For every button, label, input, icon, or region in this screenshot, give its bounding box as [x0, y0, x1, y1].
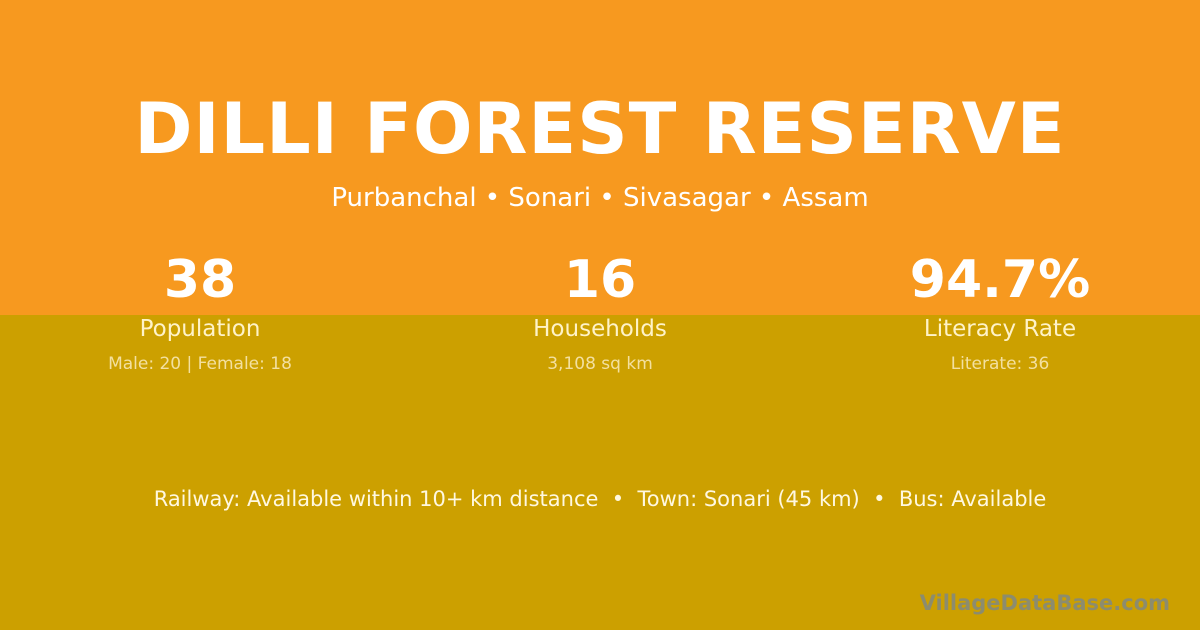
stat-label: Literacy Rate	[923, 316, 1077, 342]
stat-label: Population	[139, 316, 261, 342]
brand-watermark: VillageDataBase.com	[919, 591, 1170, 615]
stat-detail: Literate: 36	[950, 354, 1050, 374]
stat-value: 16	[563, 250, 637, 310]
stat-value: 94.7%	[909, 250, 1091, 310]
header-band	[0, 0, 1200, 315]
footer-band	[0, 315, 1200, 630]
location-breadcrumb: Purbanchal • Sonari • Sivasagar • Assam	[331, 183, 869, 213]
stat-label: Households	[533, 316, 667, 342]
stat-detail: 3,108 sq km	[547, 354, 653, 374]
stat-value: 38	[163, 250, 237, 310]
stat-detail: Male: 20 | Female: 18	[108, 354, 292, 374]
connectivity-info: Railway: Available within 10+ km distanc…	[153, 487, 1047, 511]
page-title: DILLI FOREST RESERVE	[134, 88, 1066, 170]
